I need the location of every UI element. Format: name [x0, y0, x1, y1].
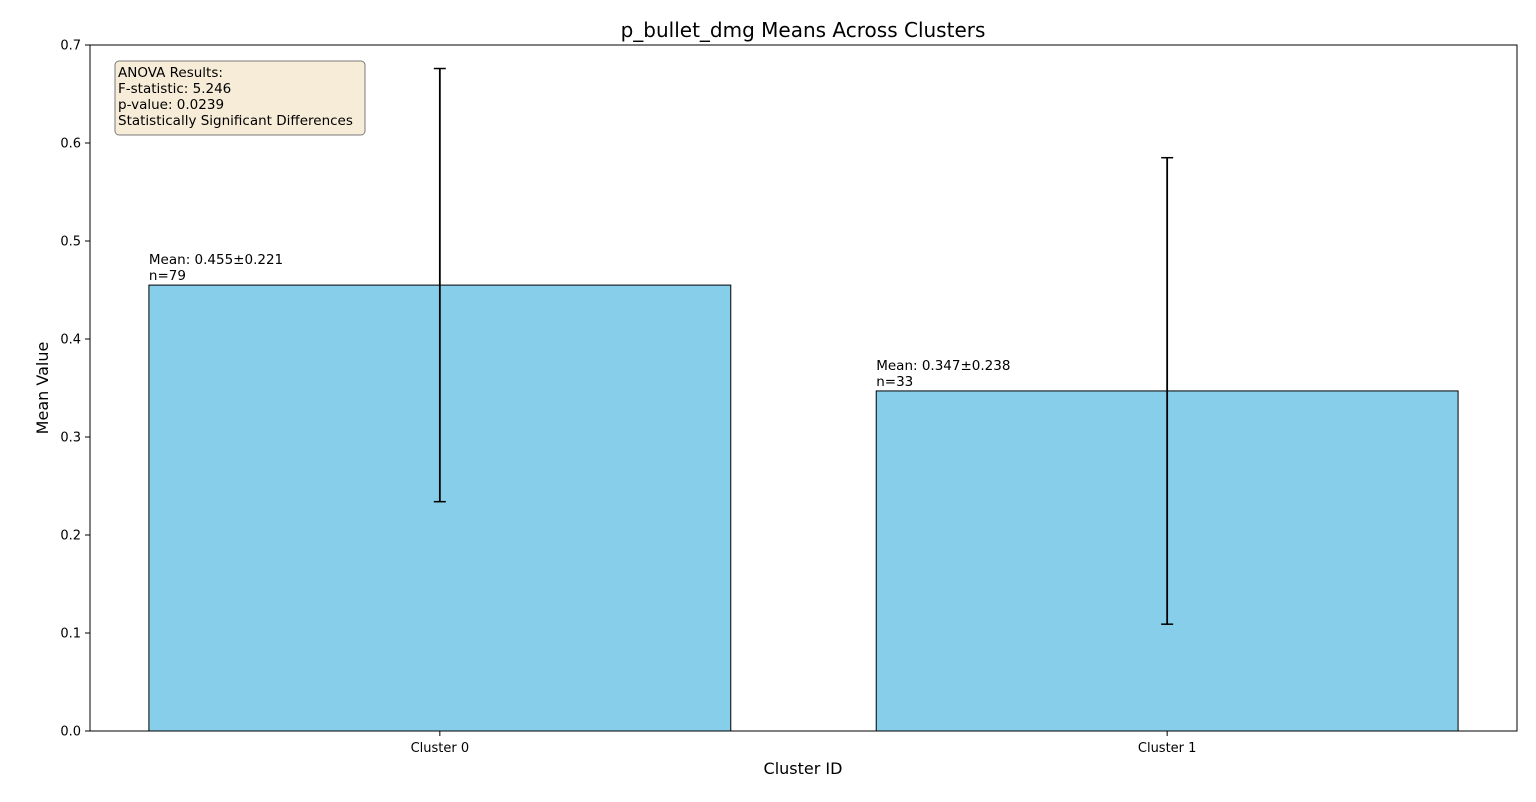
annotation-line-1: F-statistic: 5.246	[118, 81, 231, 97]
error-bars-layer	[433, 67, 1174, 625]
chart-title: p_bullet_dmg Means Across Clusters	[621, 18, 986, 42]
x-axis: Cluster 0 Cluster 1	[411, 731, 1197, 756]
bar-label-1-0: Mean: 0.347±0.238	[876, 358, 1010, 374]
annotation-line-3: Statistically Significant Differences	[118, 113, 353, 129]
y-tick-label-0: 0.0	[60, 725, 81, 740]
y-tick-label-5: 0.5	[60, 235, 81, 250]
bar-label-0-0: Mean: 0.455±0.221	[149, 252, 283, 268]
x-axis-title: Cluster ID	[764, 759, 843, 778]
x-tick-label-0: Cluster 0	[411, 741, 470, 756]
y-tick-label-4: 0.4	[60, 333, 81, 348]
anova-annotation: ANOVA Results:F-statistic: 5.246p-value:…	[114, 60, 366, 136]
bar-label-1-1: n=33	[876, 374, 913, 390]
annotation-line-0: ANOVA Results:	[118, 65, 223, 81]
x-tick-label-1: Cluster 1	[1138, 741, 1197, 756]
y-tick-label-2: 0.2	[60, 529, 81, 544]
y-tick-label-7: 0.7	[60, 39, 81, 54]
bar-label-0-1: n=79	[149, 268, 186, 284]
annotation-box	[114, 60, 366, 136]
y-axis-title: Mean Value	[33, 342, 52, 435]
y-axis: 0.0 0.1 0.2 0.3 0.4 0.5 0.6 0.7	[60, 39, 90, 740]
annotation-line-2: p-value: 0.0239	[118, 97, 224, 113]
y-tick-label-1: 0.1	[60, 627, 81, 642]
y-tick-label-6: 0.6	[60, 137, 81, 152]
y-tick-label-3: 0.3	[60, 431, 81, 446]
